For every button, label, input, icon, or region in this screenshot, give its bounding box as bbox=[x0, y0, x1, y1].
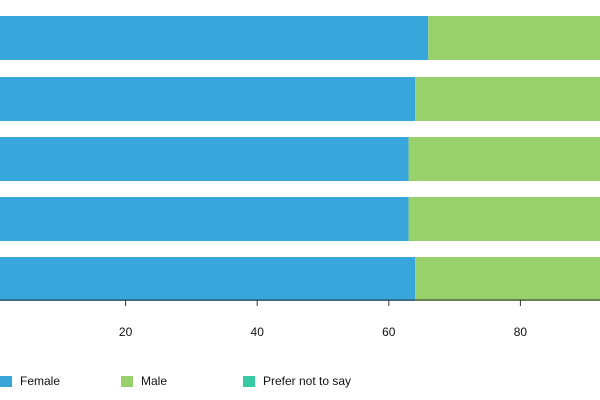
bar-female-row-2 bbox=[0, 77, 416, 121]
stacked-bar-chart: 20 40 60 80 bbox=[0, 16, 600, 339]
x-tick-label-40: 40 bbox=[251, 325, 265, 339]
bar-female-row-4 bbox=[0, 197, 409, 241]
legend-swatch-prefer-not-to-say bbox=[243, 375, 255, 387]
legend-item-male: Male bbox=[121, 374, 167, 388]
legend-item-prefer-not-to-say: Prefer not to say bbox=[243, 374, 351, 388]
legend-label-female: Female bbox=[20, 374, 61, 388]
bar-male-row-3 bbox=[408, 137, 600, 181]
legend: Female Male Prefer not to say bbox=[0, 374, 600, 392]
bar-male-row-2 bbox=[415, 77, 600, 121]
legend-swatch-male bbox=[121, 375, 133, 387]
legend-label-prefer-not-to-say: Prefer not to say bbox=[263, 374, 352, 388]
bar-male-row-4 bbox=[408, 197, 600, 241]
bar-male-row-1 bbox=[428, 16, 600, 60]
bars-group bbox=[0, 16, 600, 301]
legend-swatch-female bbox=[0, 375, 12, 387]
x-tick-label-60: 60 bbox=[382, 325, 396, 339]
bar-female-row-5 bbox=[0, 257, 416, 301]
x-tick-label-80: 80 bbox=[514, 325, 528, 339]
bar-female-row-3 bbox=[0, 137, 409, 181]
legend-label-male: Male bbox=[141, 374, 168, 388]
bar-female-row-1 bbox=[0, 16, 429, 60]
x-tick-label-20: 20 bbox=[119, 325, 133, 339]
legend-item-female: Female bbox=[0, 374, 60, 388]
bar-male-row-5 bbox=[415, 257, 600, 301]
x-axis-ticks: 20 40 60 80 bbox=[119, 300, 527, 339]
